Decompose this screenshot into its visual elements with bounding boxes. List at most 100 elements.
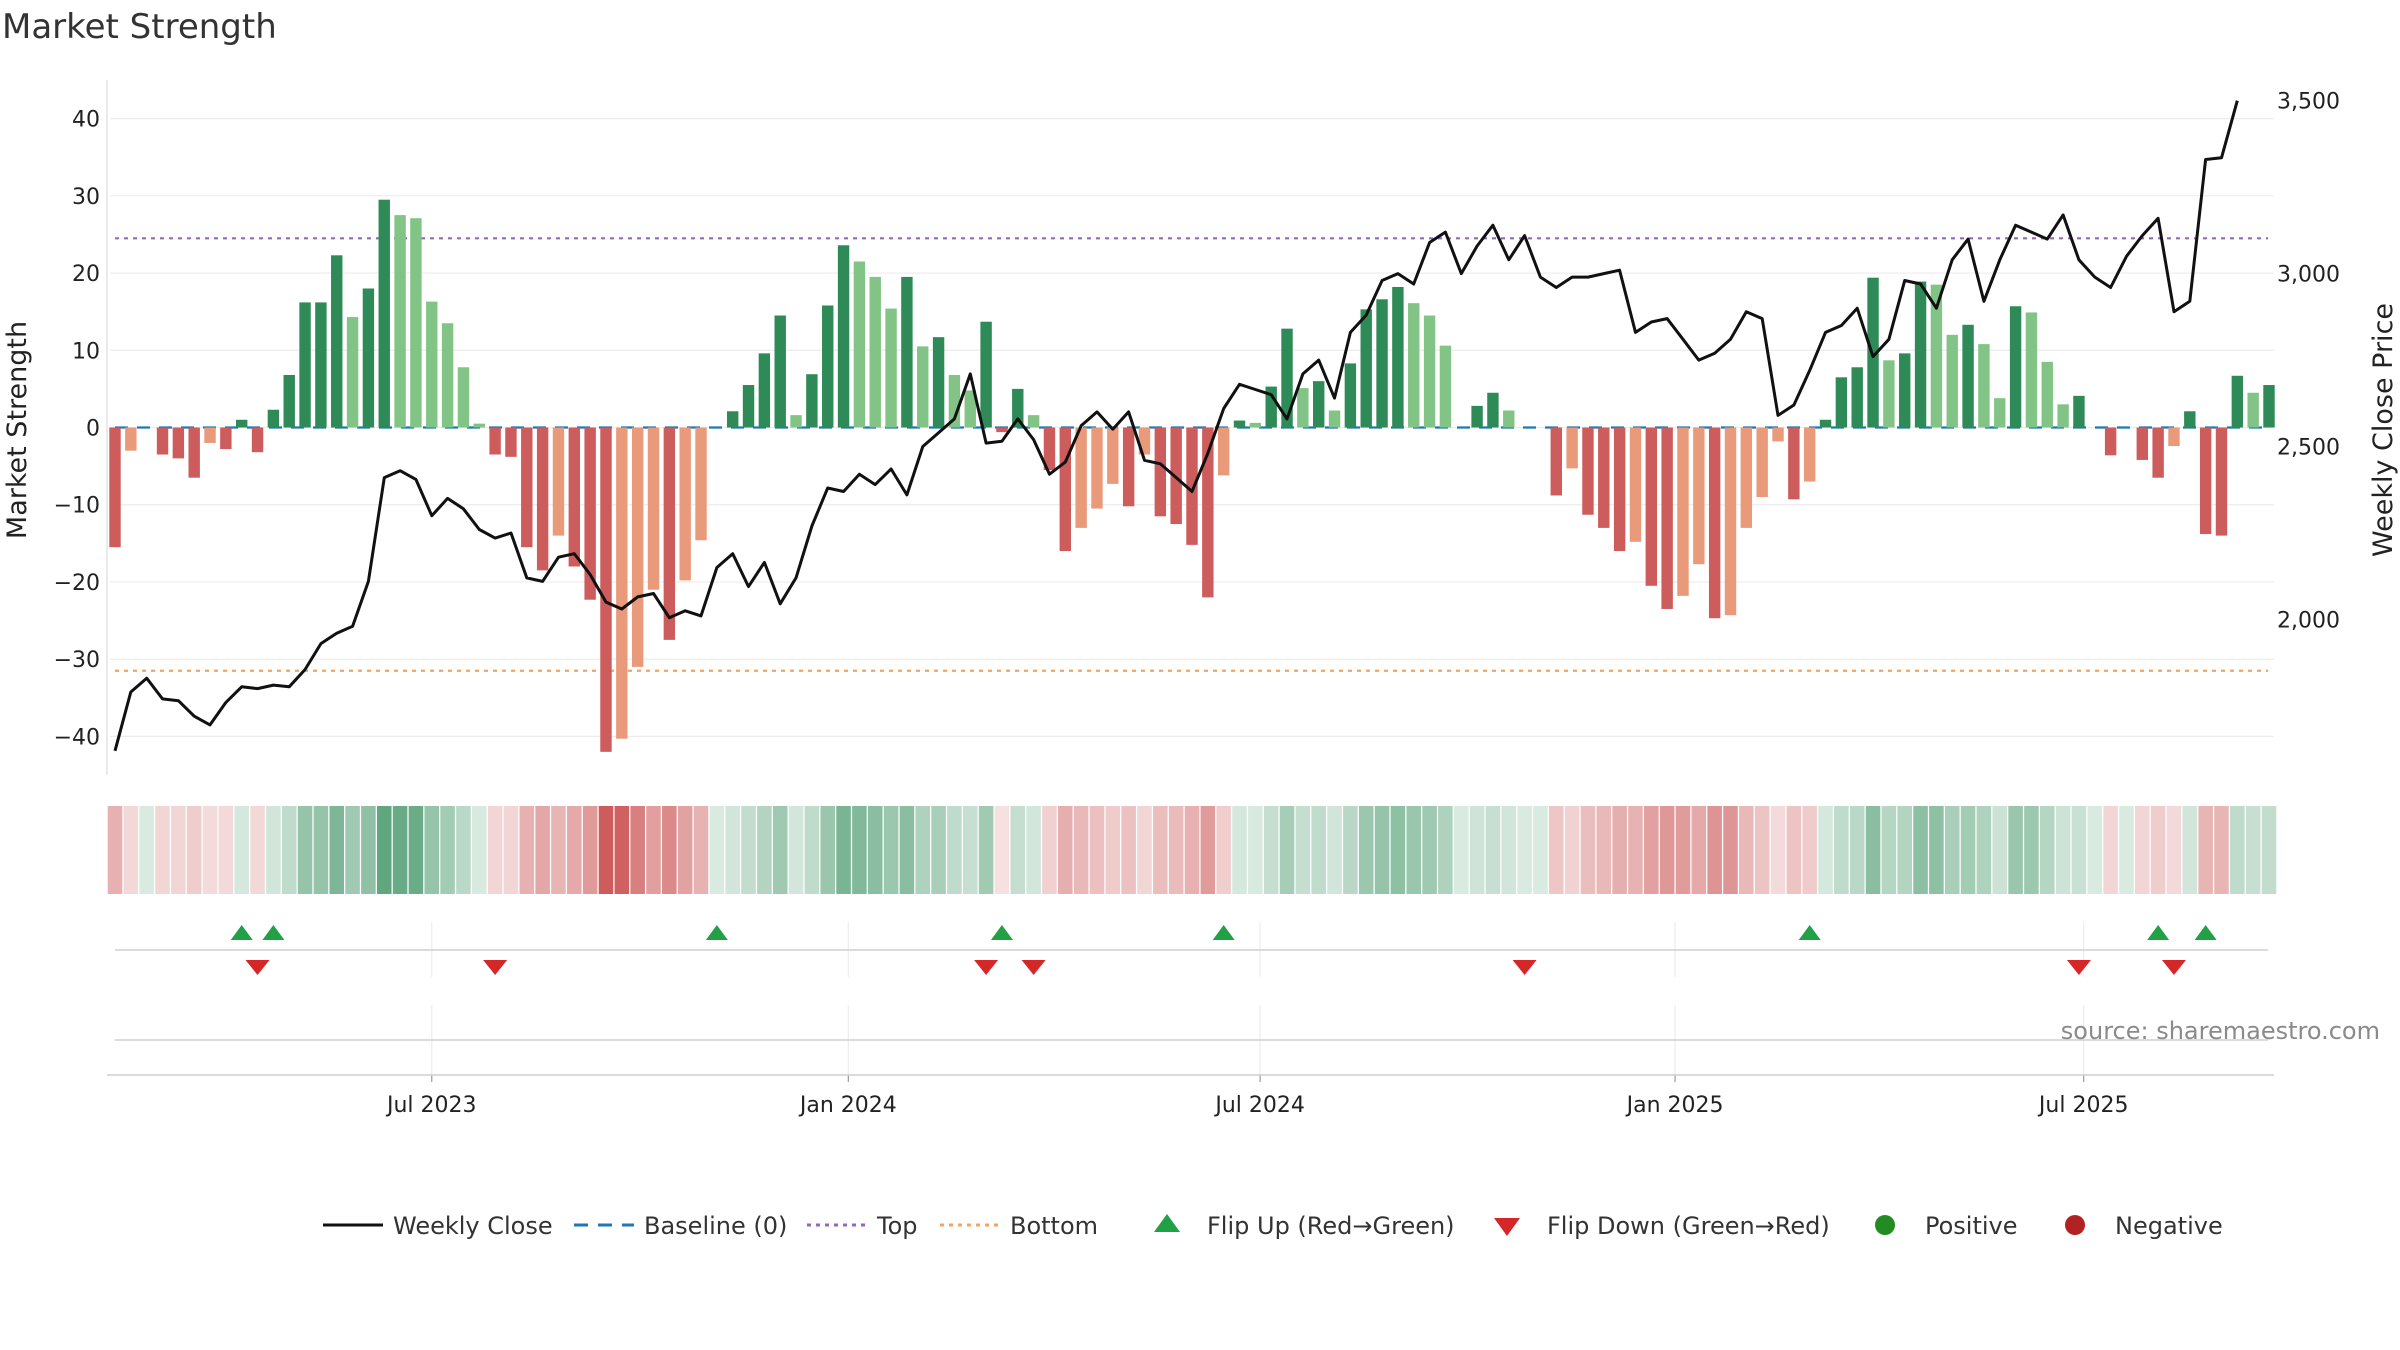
legend-item: Bottom [940,1212,1098,1240]
flip-up-marker [2194,925,2217,940]
strength-bar [2009,306,2022,428]
strength-bar [172,427,185,459]
legend-label: Weekly Close [393,1212,553,1240]
strength-bar [1946,334,1958,428]
strength-strip-cell [471,806,487,894]
strength-strip-cell [1612,806,1627,894]
strength-strip-cell [1644,806,1659,894]
legend-label: Flip Up (Red→Green) [1207,1212,1455,1240]
strength-strip-cell [281,806,297,894]
strength-strip-cell [2214,806,2229,894]
strength-bar [1772,427,1784,442]
strength-strip-cell [2230,806,2245,894]
strength-bar [410,218,422,428]
strength-bar [980,321,992,428]
strength-strip-cell [1327,806,1342,894]
flip-down-marker [483,960,508,975]
strength-strip-cell [852,806,867,894]
strength-strip-cell [2119,806,2134,894]
y-left-tick-label: −20 [54,571,100,596]
strength-bar [1265,386,1277,428]
strength-strip-cell [1422,806,1437,894]
strength-strip-cell [1042,806,1057,894]
flip-up-marker [262,925,285,940]
strength-strip-cell [392,806,408,894]
strength-bar [204,427,216,443]
y-left-tick-label: 10 [72,339,100,364]
strength-bar [1281,328,1293,428]
strength-strip-cell [107,806,123,894]
strength-bar [299,302,311,428]
strength-bar [1756,427,1768,497]
strength-bar [1677,427,1689,596]
strength-strip-cell [1485,806,1501,894]
strength-bar [2041,361,2053,428]
chart-legend: Weekly Close Baseline (0) Top Bottom Flip Up… [323,1212,2223,1240]
strength-strip-cell [1802,806,1817,894]
strength-strip-cell [1723,806,1738,894]
strength-strip-cell [1390,806,1406,894]
strength-strip-cell [2198,806,2213,894]
strength-strip-cell [1992,806,2008,894]
flip-down-marker [2161,960,2186,975]
axes-layer: 40 30 20 10 0 −10 −20 −30 −40 3,500 3,000 2,500 2,00… [54,80,2340,1118]
strength-bar [2184,411,2196,428]
strength-strip-cell [186,806,202,894]
strength-bar [1202,427,1214,598]
strength-bar [964,390,976,428]
strength-strip-cell [2261,806,2277,894]
strength-bar [1629,427,1642,542]
strength-strip-cell [709,806,725,894]
flip-down-marker [2066,960,2091,975]
strength-bar [948,374,961,428]
strength-bar [885,308,897,428]
strength-bar [742,385,755,428]
strength-strip-cell [1564,806,1580,894]
strength-strip-cell [630,806,645,894]
strength-bar [932,337,945,428]
legend-item: Positive [1875,1212,2018,1240]
strength-bar [1360,309,1372,428]
strength-strip-cell [899,806,915,894]
strength-strip-cell [551,806,566,894]
strength-bar [236,419,248,428]
strength-bar [251,427,264,453]
strength-strip-cell [994,806,1010,894]
strength-bar [1043,427,1056,470]
strength-strip-cell [1818,806,1833,894]
strength-strip-cell [2008,806,2023,894]
strength-strip-cell [123,806,139,894]
strength-bar [315,302,327,428]
strength-strip-cell [1834,806,1849,894]
strength-strip-cell [1501,806,1517,894]
strength-strip-cell [1929,806,1944,894]
strength-strip-cell [1960,806,1976,894]
strength-bar [1439,345,1452,428]
strength-bar [1708,427,1721,619]
strength-bar [2215,427,2228,536]
strength-strip-cell [1010,806,1026,894]
strength-bar [521,427,533,548]
strength-bar [2263,385,2275,428]
strength-bar [109,427,121,548]
strength-strip-cell [1469,806,1485,894]
y-axis-left-title: Market Strength [2,321,33,539]
strength-bar [726,411,739,428]
strength-strip-cell [234,806,249,894]
strength-strip-cell [1105,806,1121,894]
strength-bar [1376,299,1388,428]
strength-bar [1138,427,1151,455]
strength-strip-cell [2166,806,2182,894]
strength-strip-cell [772,806,788,894]
strength-strip-cell [408,806,424,894]
strength-bar [647,427,660,590]
strength-bars [109,199,2275,752]
strength-bar [346,317,359,428]
strength-strip-cell [820,806,836,894]
strength-bar [1392,286,1404,428]
strength-bar [1091,427,1103,509]
strength-bar [1423,315,1436,428]
flip-up-marker [705,925,728,940]
strength-bar [568,427,581,567]
strength-strip-cell [1596,806,1612,894]
